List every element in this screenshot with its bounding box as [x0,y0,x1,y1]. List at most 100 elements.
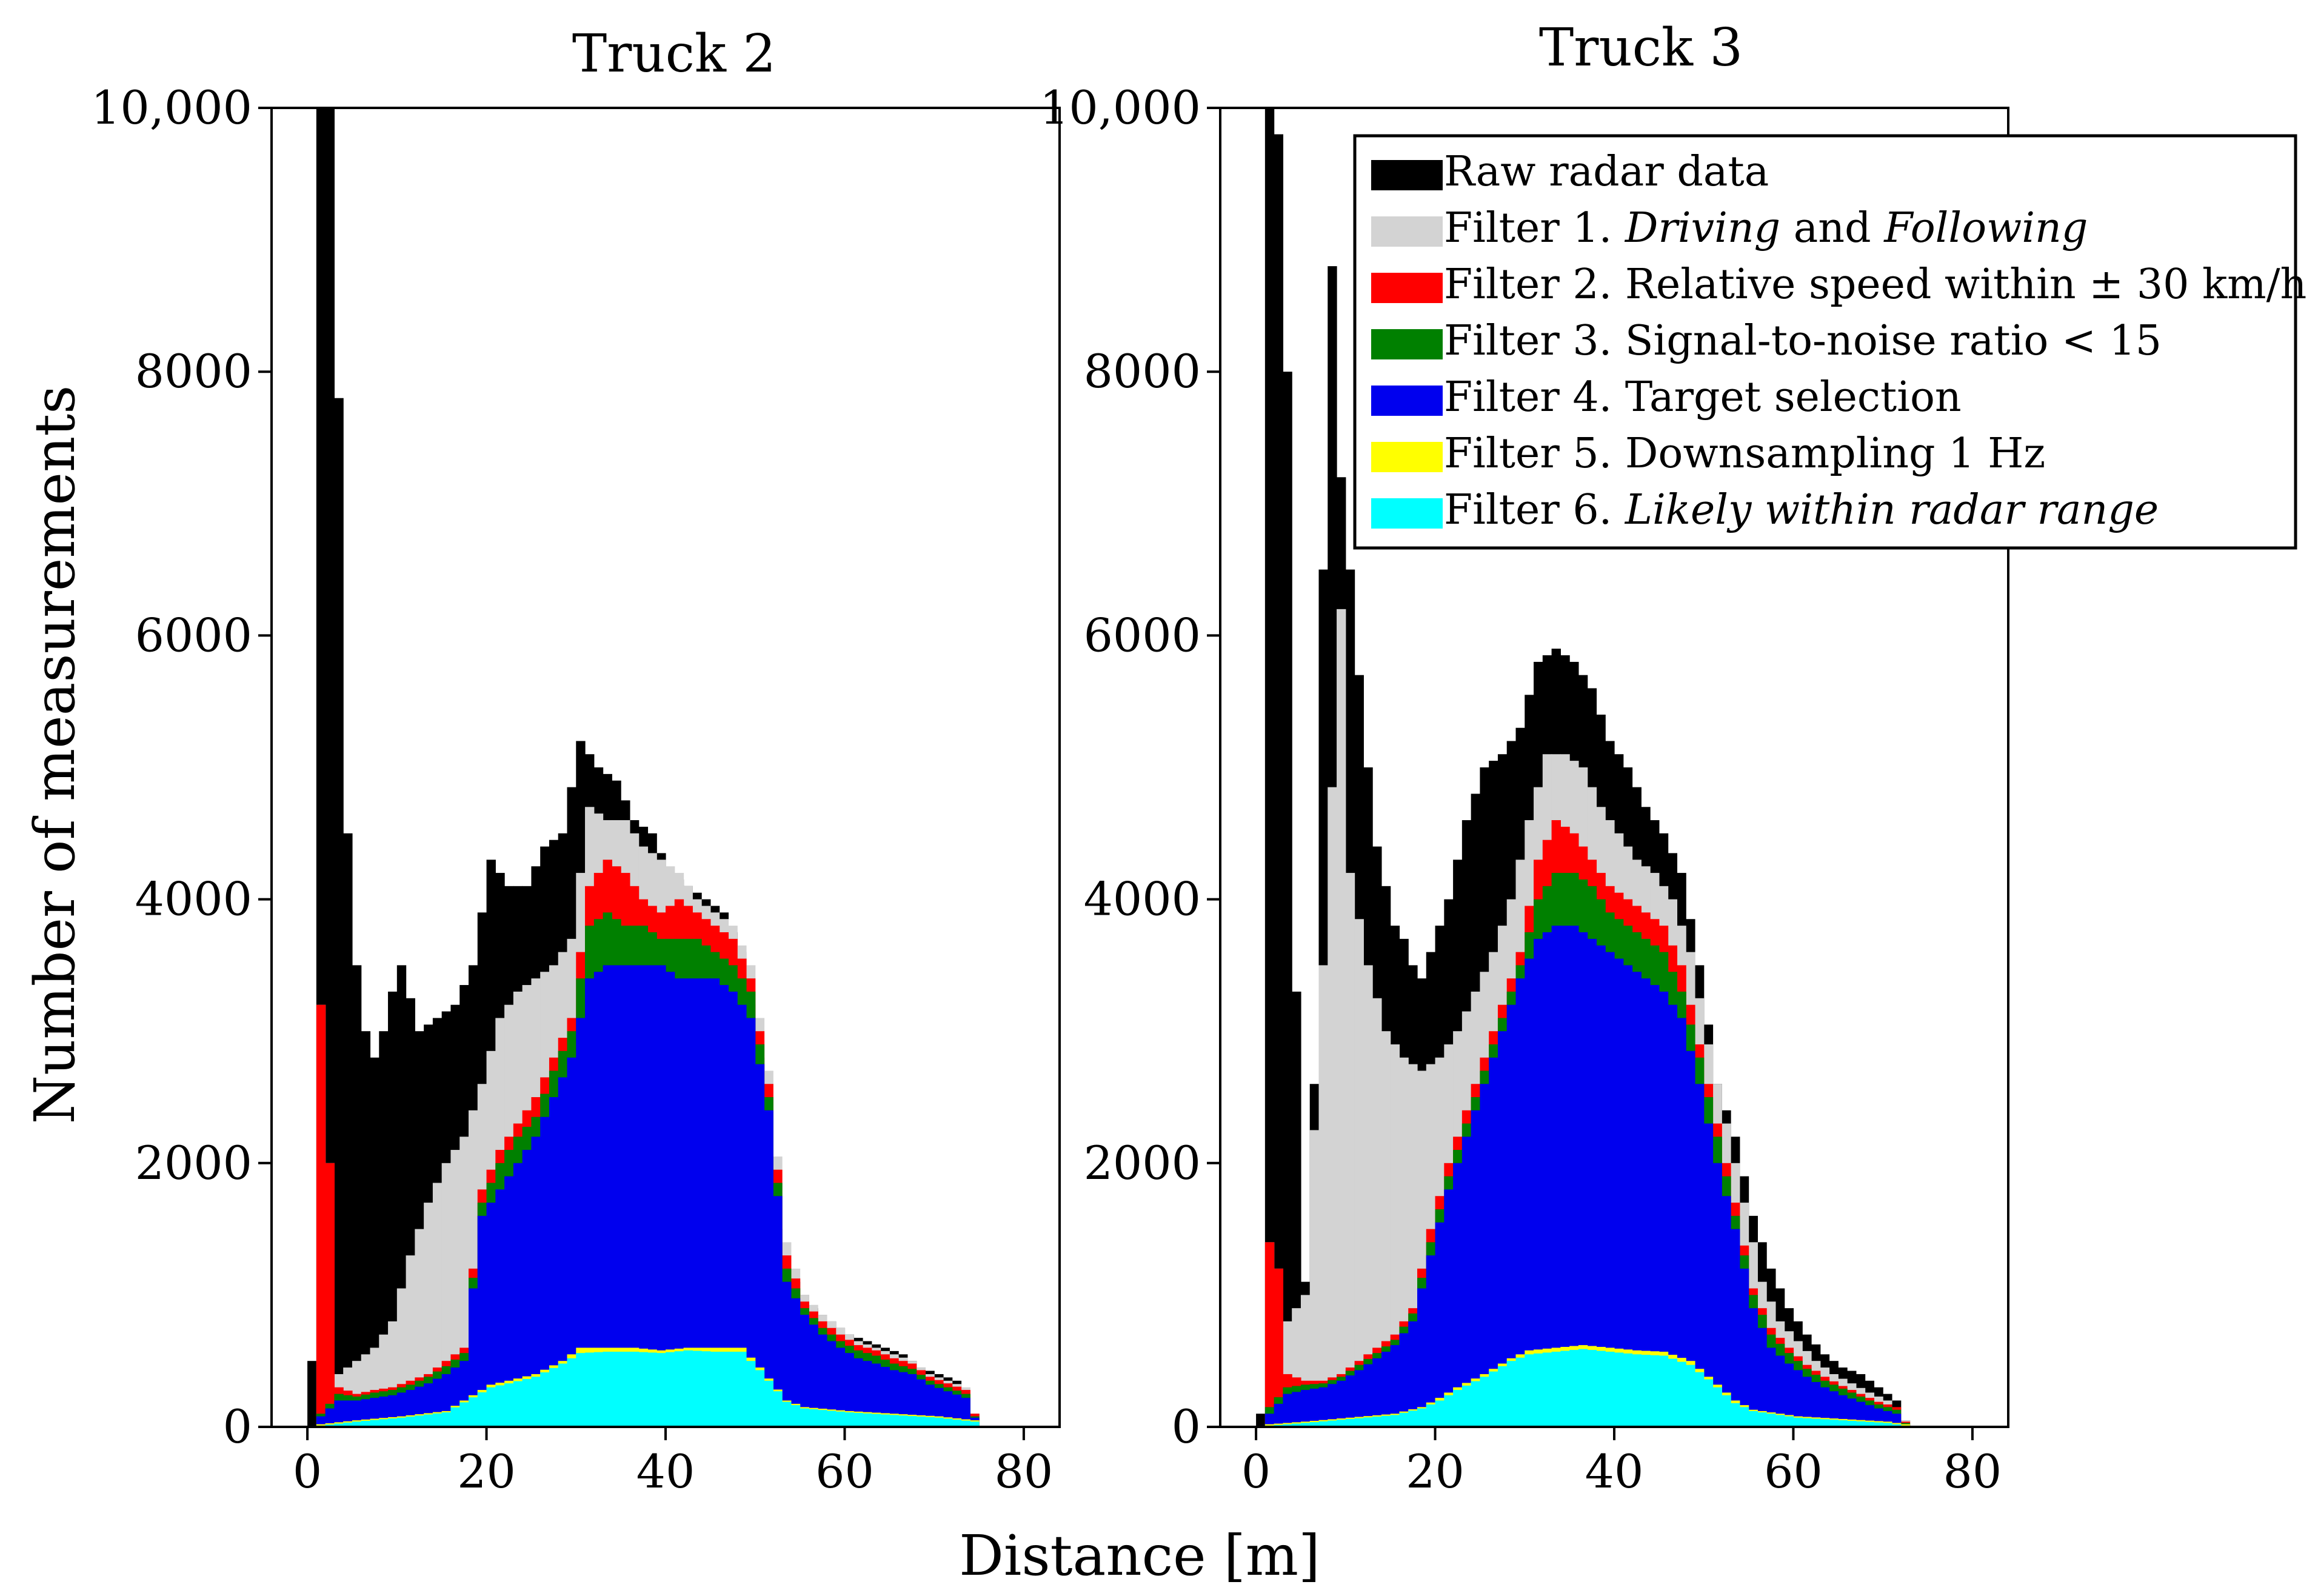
bar [370,1057,379,1427]
bar [334,1423,344,1427]
bar [1408,1411,1418,1427]
series-4 [1264,926,1911,1427]
bar [495,1189,505,1427]
bar [1829,1420,1839,1427]
bar [513,1163,523,1427]
bar [396,1417,407,1427]
bar [835,1347,846,1427]
bar [1381,1031,1391,1427]
bar [719,1351,729,1427]
legend-swatch [1371,160,1443,190]
bar [1658,1355,1669,1427]
bar [1703,1123,1714,1427]
bar [773,1391,783,1427]
bar [898,1415,908,1427]
bar [1471,1381,1481,1427]
bar [1802,1418,1812,1427]
bar [307,1361,317,1427]
bar [1283,1394,1292,1427]
bar [656,965,666,1427]
y-tick-label: 0 [223,1400,252,1454]
bar [809,1409,818,1427]
bar [1668,1004,1678,1427]
x-tick-label: 20 [1406,1444,1465,1498]
legend-swatch [1371,386,1443,416]
bar [746,1361,756,1427]
bar [1605,952,1615,1427]
bar [1677,1361,1686,1427]
x-tick-label: 20 [457,1444,516,1498]
bar [388,1418,398,1427]
bar [477,1215,487,1427]
bar [701,978,711,1427]
y-tick-label: 0 [1172,1400,1201,1454]
bar [1328,1420,1337,1427]
bar [1283,1424,1292,1427]
bar [325,1408,335,1427]
bar [737,1004,747,1427]
bar [1739,1407,1749,1427]
bar [441,1412,452,1427]
bar [1534,938,1543,1427]
bar [1309,1130,1320,1427]
bar [325,108,335,1427]
bar [540,1372,550,1427]
bar [970,1421,980,1427]
bar [486,1203,496,1427]
bar [1686,1050,1695,1427]
bar [612,1351,621,1427]
bar [871,1414,881,1427]
bar [1748,1308,1758,1427]
chart-title: Truck 3 [1539,18,1743,78]
bar [379,1031,389,1427]
y-axis: 0 2000 4000 6000 8000 10,000 [1040,81,1220,1454]
bar [1489,1057,1498,1427]
bar [1318,1421,1328,1427]
bar [316,1004,326,1427]
x-tick-label: 40 [1585,1444,1644,1498]
bar [755,1064,765,1427]
bar [1328,1384,1337,1427]
bar [701,1351,711,1427]
bar [1748,1411,1758,1427]
bar [1309,1422,1320,1427]
bar [889,1415,899,1427]
bar [1256,1414,1266,1427]
y-tick-label: 4000 [1084,872,1201,926]
legend-label: Filter 2. Relative speed within ± 30 km/… [1444,261,2306,309]
bar [1399,1412,1409,1427]
bar [1426,1404,1436,1427]
bar [424,1203,433,1427]
bar [1506,1361,1517,1427]
bar [809,1324,818,1427]
bar [1337,1380,1346,1427]
bar [1757,1327,1767,1427]
bar [898,1372,908,1427]
bar [1855,1421,1866,1427]
legend-label: Filter 4. Target selection [1444,373,1962,421]
bar [1363,1417,1373,1427]
bar [1587,938,1597,1427]
series-6 [1264,1349,1911,1427]
bar [504,1176,514,1427]
x-tick-label: 0 [293,1444,322,1498]
bar [863,1413,872,1427]
bar [531,1137,541,1427]
bar [585,978,595,1427]
bar [629,965,640,1427]
y-axis-label: Number of measurements [22,386,87,1124]
y-tick-label: 6000 [1084,608,1201,662]
bar [1444,1189,1454,1427]
bar [1632,1354,1642,1427]
bar [531,1377,541,1427]
x-axis: 0 20 40 60 80 [1241,1427,2002,1498]
bar [683,1350,693,1427]
bar [1534,1353,1543,1427]
bar [764,1110,773,1427]
bar [1722,1196,1731,1427]
legend-swatch [1371,329,1443,359]
bar [621,1351,630,1427]
bar [1650,985,1660,1427]
bar [603,965,612,1427]
